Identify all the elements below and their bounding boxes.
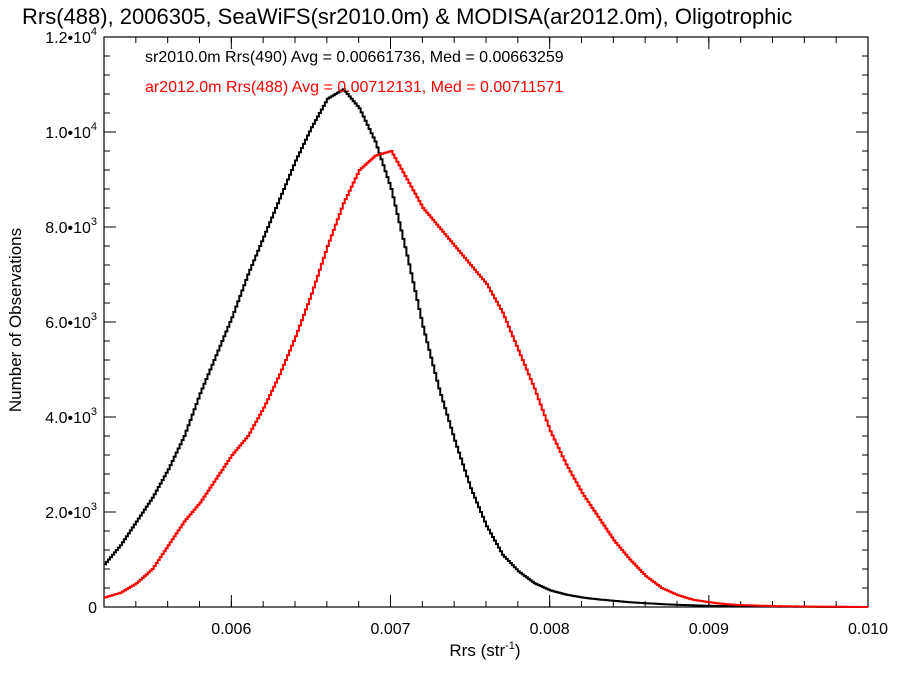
legend-entry-2: ar2012.0m Rrs(488) Avg = 0.00712131, Med… [145, 79, 563, 96]
x-axis-label-close: ) [515, 641, 521, 660]
y-tick-label: 2.0•103 [45, 501, 97, 522]
y-axis-label: Number of Observations [6, 228, 25, 412]
x-tick-label: 0.006 [211, 621, 251, 638]
x-axis-label-sup: -1 [505, 640, 515, 652]
y-tick-label: 0 [88, 600, 97, 617]
series-line-2 [104, 150, 869, 608]
x-tick-label: 0.007 [370, 621, 410, 638]
x-axis-label-main: Rrs (str [449, 641, 505, 660]
y-tick-labels: 0 2.0•103 4.0•103 6.0•103 8.0•103 1.0•104 1.2•… [45, 26, 97, 617]
x-tick-label: 0.008 [530, 621, 570, 638]
series-line-1 [104, 88, 869, 608]
y-tick-label: 1.2•104 [45, 26, 97, 47]
plot-area [103, 36, 869, 608]
x-tick-label: 0.010 [848, 621, 888, 638]
y-tick-label: 4.0•103 [45, 406, 97, 427]
y-tick-label: 1.0•104 [45, 121, 97, 142]
y-tick-label: 6.0•103 [45, 311, 97, 332]
y-tick-label: 8.0•103 [45, 216, 97, 237]
x-axis-label: Rrs (str-1) [449, 640, 520, 660]
chart-title: Rrs(488), 2006305, SeaWiFS(sr2010.0m) & … [22, 4, 792, 29]
legend-entry-1: sr2010.0m Rrs(490) Avg = 0.00661736, Med… [145, 49, 564, 66]
x-tick-labels: 0.006 0.007 0.008 0.009 0.010 [211, 621, 888, 638]
series-layer [104, 88, 869, 608]
x-tick-label: 0.009 [689, 621, 729, 638]
